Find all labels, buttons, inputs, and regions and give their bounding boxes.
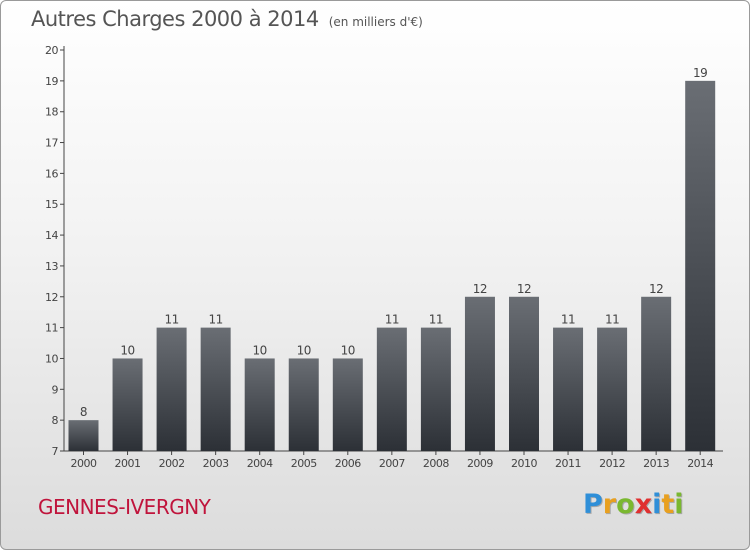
logo-letter: x [634, 489, 653, 520]
y-tick-label: 13 [45, 260, 58, 273]
data-label: 10 [341, 343, 355, 357]
x-tick-label: 2007 [379, 457, 405, 470]
y-tick-label: 16 [45, 167, 58, 180]
x-tick-label: 2011 [555, 457, 581, 470]
logo-letter: P [583, 489, 603, 520]
bar [464, 296, 495, 451]
chart-bars [68, 80, 716, 451]
x-tick-label: 2000 [71, 457, 97, 470]
logo-letter: r [602, 489, 617, 520]
x-tick-label: 2014 [687, 457, 713, 470]
bar [685, 80, 716, 451]
bar [112, 358, 143, 451]
x-tick-label: 2004 [247, 457, 273, 470]
chart-title-main: Autres Charges 2000 à 2014 [31, 7, 319, 31]
bar [509, 296, 539, 451]
y-tick-label: 18 [45, 106, 58, 119]
chart-title: Autres Charges 2000 à 2014 (en milliers d… [31, 7, 423, 31]
data-label: 12 [473, 282, 487, 296]
bar [553, 327, 584, 451]
chart-labels: 2000 8 2001 10 2002 11 2003 11 2004 10 2005 10 2006 1… [71, 66, 715, 470]
x-tick-label: 2010 [511, 457, 537, 470]
bar [376, 327, 407, 451]
y-tick-label: 14 [45, 229, 58, 242]
chart-title-unit: (en milliers d'€) [328, 15, 423, 29]
data-label: 10 [297, 343, 311, 357]
x-tick-label: 2006 [335, 457, 361, 470]
data-label: 10 [253, 343, 267, 357]
data-label: 11 [164, 313, 178, 327]
y-tick-label: 9 [52, 383, 59, 396]
data-label: 11 [605, 313, 619, 327]
y-tick-label: 15 [45, 198, 58, 211]
data-label: 11 [209, 313, 223, 327]
x-tick-label: 2008 [423, 457, 449, 470]
data-label: 12 [517, 282, 531, 296]
bar [68, 420, 99, 451]
y-tick-label: 7 [52, 445, 59, 458]
x-tick-label: 2012 [599, 457, 625, 470]
data-label: 8 [80, 405, 87, 419]
bar [244, 358, 275, 451]
location-name: GENNES-IVERGNY [38, 495, 211, 519]
bar [332, 358, 363, 451]
x-tick-label: 2005 [291, 457, 317, 470]
data-label: 12 [649, 282, 663, 296]
y-tick-label: 20 [45, 44, 58, 57]
y-tick-label: 17 [45, 137, 58, 150]
data-label: 11 [561, 313, 575, 327]
y-tick-label: 19 [45, 75, 58, 88]
logo-letter: t [661, 489, 675, 520]
data-label: 11 [385, 313, 399, 327]
x-tick-label: 2013 [643, 457, 669, 470]
bar [156, 327, 187, 451]
logo-letter: i [652, 489, 662, 520]
y-tick-label: 8 [52, 414, 59, 427]
logo-letter: o [616, 489, 635, 520]
data-label: 11 [429, 313, 443, 327]
data-label: 10 [120, 343, 134, 357]
x-tick-label: 2003 [203, 457, 229, 470]
y-tick-label: 11 [45, 322, 58, 335]
bar [420, 327, 451, 451]
bar [641, 296, 672, 451]
data-label: 19 [693, 66, 707, 80]
x-tick-label: 2001 [115, 457, 141, 470]
logo-letter: i [674, 489, 684, 520]
x-tick-label: 2002 [159, 457, 185, 470]
bar [200, 327, 231, 451]
bar [288, 358, 319, 451]
y-tick-label: 12 [45, 291, 58, 304]
y-tick-label: 10 [45, 352, 58, 365]
proxiti-logo: Proxiti [583, 489, 684, 520]
bar [597, 327, 628, 451]
x-tick-label: 2009 [467, 457, 493, 470]
